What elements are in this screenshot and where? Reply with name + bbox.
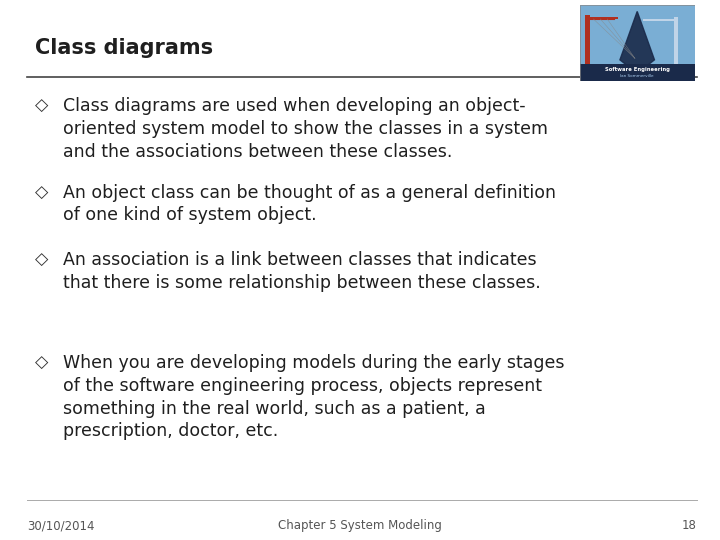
Text: An association is a link between classes that indicates
that there is some relat: An association is a link between classes… — [63, 251, 541, 292]
Text: ◇: ◇ — [35, 184, 48, 201]
Text: 30/10/2014: 30/10/2014 — [27, 519, 95, 532]
Bar — [674, 17, 678, 73]
Bar — [643, 19, 678, 21]
Text: Software Engineering: Software Engineering — [605, 67, 670, 72]
Polygon shape — [620, 11, 654, 77]
Text: Chapter 5 System Modeling: Chapter 5 System Modeling — [278, 519, 442, 532]
Text: ◇: ◇ — [35, 251, 48, 269]
Text: 18: 18 — [682, 519, 697, 532]
Text: ◇: ◇ — [35, 354, 48, 372]
Text: When you are developing models during the early stages
of the software engineeri: When you are developing models during th… — [63, 354, 565, 441]
Bar — [585, 17, 618, 19]
Text: Ian Sommerville: Ian Sommerville — [621, 74, 654, 78]
Text: Class diagrams are used when developing an object-
oriented system model to show: Class diagrams are used when developing … — [63, 97, 549, 161]
Bar — [585, 15, 590, 70]
Text: Class diagrams: Class diagrams — [35, 38, 212, 58]
Text: ◇: ◇ — [35, 97, 48, 115]
Text: An object class can be thought of as a general definition
of one kind of system : An object class can be thought of as a g… — [63, 184, 557, 225]
Bar — [580, 64, 695, 81]
